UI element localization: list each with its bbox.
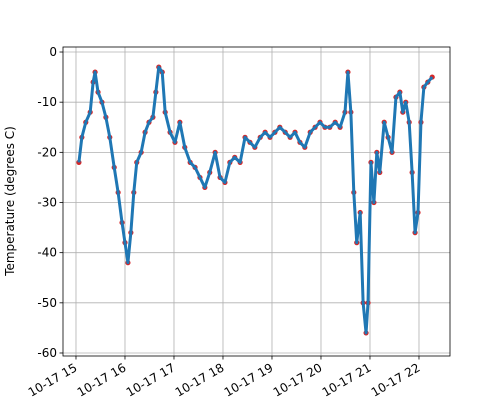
x-tick-label: 10-17 18 <box>173 360 227 399</box>
y-tick-label: -50 <box>37 296 57 310</box>
data-line <box>77 65 434 335</box>
x-tick-label: 10-17 19 <box>222 360 276 399</box>
x-tick-label: 10-17 20 <box>271 360 325 399</box>
x-tick-label: 10-17 15 <box>26 360 80 399</box>
y-tick-label: 0 <box>49 45 57 59</box>
x-tick-label: 10-17 22 <box>369 360 423 399</box>
y-tick-label: -30 <box>37 196 57 210</box>
y-tick-label: -20 <box>37 145 57 159</box>
y-axis-label: Temperature (degrees C) <box>3 126 17 277</box>
y-tick-label: -10 <box>37 95 57 109</box>
x-tick-label: 10-17 21 <box>320 360 374 399</box>
y-tick-label: -40 <box>37 246 57 260</box>
x-tick-label: 10-17 16 <box>75 360 129 399</box>
y-tick-label: -60 <box>37 346 57 360</box>
x-tick-label: 10-17 17 <box>124 360 178 399</box>
axes-frame <box>62 46 451 357</box>
